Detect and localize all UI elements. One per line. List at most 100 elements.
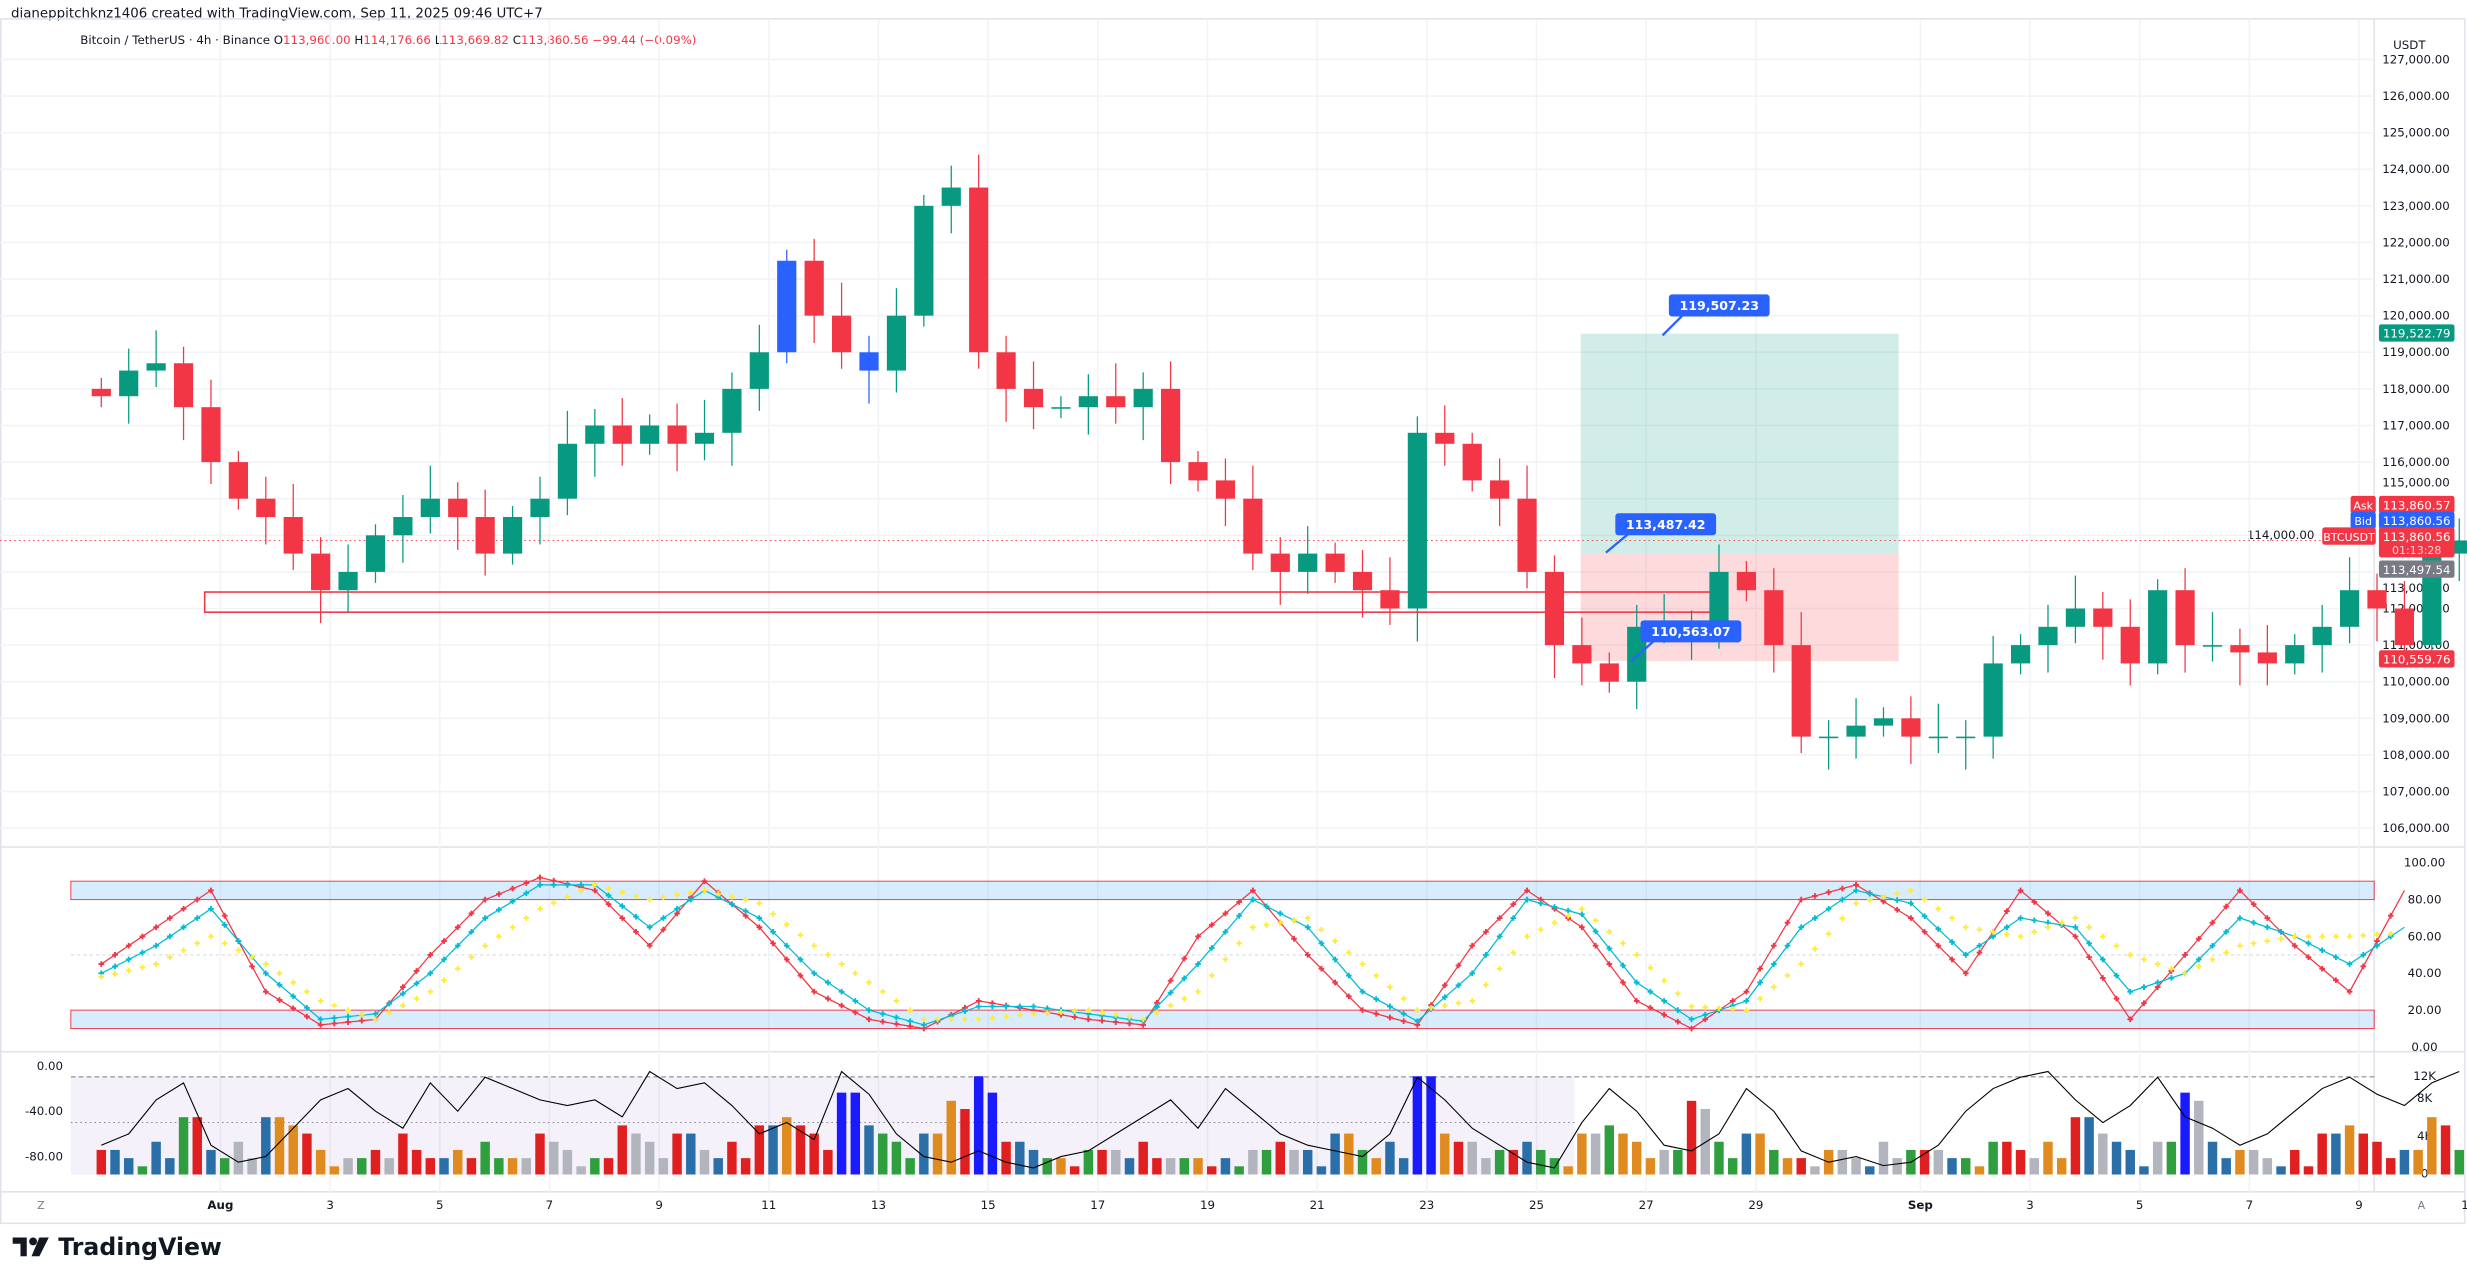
volume-bar <box>1590 1133 1601 1175</box>
volume-right-tick: 12K <box>2413 1069 2436 1083</box>
volume-bar <box>699 1149 710 1175</box>
oscillator-tick: 0.00 <box>2411 1040 2437 1054</box>
volume-bar <box>1234 1166 1244 1175</box>
volume-bar <box>1426 1076 1436 1175</box>
volume-bar <box>1577 1133 1587 1175</box>
candle-body <box>475 516 495 554</box>
volume-bar <box>727 1141 737 1175</box>
price-tick: 123,000.00 <box>2382 199 2450 213</box>
candle-body <box>914 205 934 316</box>
volume-bar <box>2276 1166 2286 1175</box>
candle-body <box>1709 571 1729 627</box>
volume-bar <box>1069 1166 1080 1175</box>
price-tick: 114,000.00 <box>2247 528 2315 542</box>
volume-bar <box>274 1117 285 1175</box>
volume-bar <box>2331 1133 2341 1175</box>
volume-bar <box>1467 1141 1477 1175</box>
high-value: 114,176.66 <box>363 33 431 48</box>
volume-left-tick: -80.00 <box>25 1149 63 1163</box>
volume-bar <box>1207 1166 1217 1175</box>
volume-left-tick: 0.00 <box>37 1059 63 1073</box>
candle-body <box>119 370 139 397</box>
volume-bar <box>1686 1100 1697 1175</box>
volume-bar <box>1316 1166 1327 1175</box>
time-tick: 21 <box>1310 1198 1325 1212</box>
volume-bar <box>411 1149 422 1175</box>
last-price-tag: 113,860.56 <box>2383 530 2451 544</box>
candle-body <box>338 571 358 591</box>
volume-bar <box>1522 1141 1532 1175</box>
volume-bar <box>507 1158 518 1175</box>
volume-bar <box>261 1117 271 1175</box>
currency-label[interactable]: USDT <box>2393 37 2426 52</box>
time-tick: 19 <box>1200 1198 1215 1212</box>
candle-body <box>393 516 413 536</box>
volume-bar <box>1892 1158 1902 1175</box>
volume-bar <box>2098 1133 2108 1175</box>
price-tick: 108,000.00 <box>2382 748 2450 762</box>
candle-body <box>777 260 797 353</box>
candle-body <box>146 363 166 371</box>
volume-bar <box>1028 1149 1039 1175</box>
volume-bar <box>2084 1117 2094 1175</box>
price-tick: 125,000.00 <box>2382 126 2450 140</box>
price-tick: 107,000.00 <box>2382 784 2450 798</box>
candle-body <box>585 425 605 444</box>
price-tick: 120,000.00 <box>2382 309 2450 323</box>
zoom-button[interactable]: Z <box>37 1199 45 1212</box>
volume-bar <box>2125 1149 2135 1175</box>
volume-bar <box>1412 1076 1423 1175</box>
price-tick: 116,000.00 <box>2382 455 2450 469</box>
volume-bar <box>2221 1158 2231 1175</box>
volume-bar <box>110 1149 120 1175</box>
close-value: 113,860.56 <box>520 33 589 48</box>
signal-line <box>101 884 2405 1026</box>
candle-body <box>1873 718 1894 726</box>
candle-body <box>1051 407 1071 409</box>
symbol-title[interactable]: Bitcoin / TetherUS · 4h · Binance <box>80 33 270 48</box>
time-tick: Sep <box>1908 1198 1933 1212</box>
candle-body <box>311 553 331 591</box>
ask-price-tag: 113,860.57 <box>2383 498 2451 512</box>
oscillator-tick: 80.00 <box>2408 893 2442 907</box>
change-value: −99.44 (−0.09%) <box>592 33 697 48</box>
volume-bar <box>2440 1125 2451 1175</box>
volume-bar <box>453 1149 463 1175</box>
volume-bar <box>987 1092 998 1175</box>
volume-bar <box>466 1158 477 1175</box>
candle-body <box>2093 608 2113 627</box>
volume-bar <box>905 1158 915 1175</box>
candle-body <box>1078 396 1098 408</box>
stop-price-tag-bg <box>2378 650 2455 668</box>
volume-bar <box>480 1141 490 1175</box>
price-tick: 115,000.00 <box>2382 475 2450 489</box>
candle-body <box>722 388 742 433</box>
candle-body <box>1023 388 1044 408</box>
candle-body <box>502 516 523 554</box>
candle-body <box>2148 590 2168 664</box>
volume-bar <box>1536 1149 1546 1175</box>
volume-bar <box>178 1117 189 1175</box>
volume-bar <box>686 1133 696 1175</box>
slow-cross-markers <box>98 882 2394 1023</box>
candle-body <box>749 352 769 389</box>
volume-bar <box>754 1125 765 1175</box>
volume-bar <box>521 1158 532 1175</box>
volume-bar <box>2111 1141 2122 1175</box>
last-price-tag-bg <box>2378 527 2455 558</box>
volume-bar <box>2262 1158 2273 1175</box>
time-tick: 3 <box>326 1198 334 1212</box>
volume-bar <box>631 1133 641 1175</box>
volume-bar <box>1618 1133 1628 1175</box>
oscillator-tick: 60.00 <box>2408 929 2442 943</box>
volume-bar <box>1714 1141 1724 1175</box>
candle-body <box>2394 608 2415 646</box>
oscillator-band <box>70 880 2375 901</box>
time-tick: Aug <box>207 1198 233 1212</box>
auto-scale-button[interactable]: A <box>2418 1199 2426 1212</box>
volume-bar <box>2194 1100 2204 1175</box>
volume-bar <box>740 1158 751 1175</box>
candle-body <box>420 498 440 517</box>
bid-label: Bid <box>2354 515 2372 528</box>
